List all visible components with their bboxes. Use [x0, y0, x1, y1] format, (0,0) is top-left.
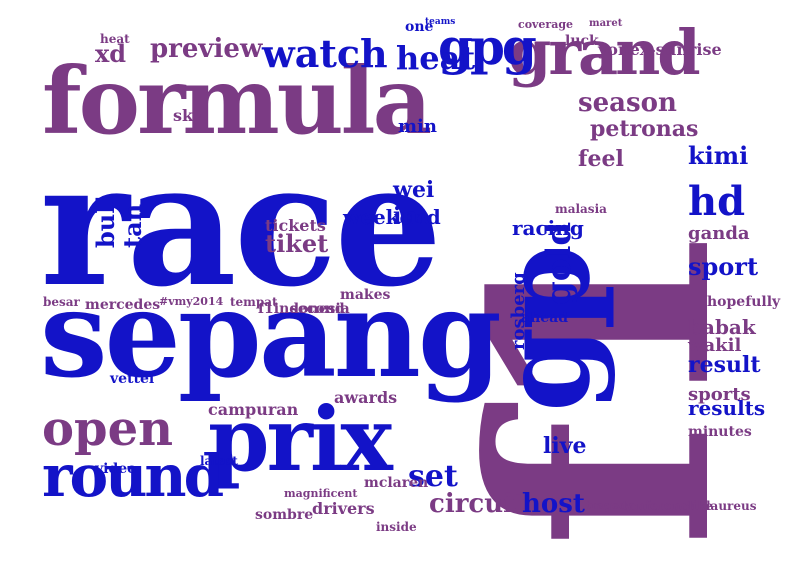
- word-feel: feel: [578, 146, 624, 172]
- word-laureus: laureus: [706, 499, 757, 513]
- word-sky: sky: [173, 106, 203, 125]
- word-round: round: [42, 442, 224, 510]
- word-makes: makes: [340, 287, 391, 303]
- word-tempat: tempat: [230, 295, 278, 309]
- word-coverage: coverage: [518, 18, 574, 31]
- word-sombre: sombre: [255, 507, 314, 523]
- word-inside: inside: [376, 520, 417, 534]
- word-circuit: circuit: [429, 489, 526, 519]
- word-besar: besar: [43, 295, 80, 309]
- word-luck: luck: [565, 33, 599, 49]
- word-set: set: [408, 459, 458, 494]
- word-watch: watch: [262, 31, 388, 76]
- word-vettel: vettel: [110, 371, 155, 387]
- word-season: season: [578, 88, 677, 118]
- word-wakil: wakil: [688, 335, 742, 356]
- word-like: like: [688, 499, 714, 513]
- word-bull: bull: [91, 195, 120, 248]
- word-ganda: ganda: [688, 223, 750, 244]
- word-petronas: petronas: [590, 116, 699, 142]
- word-preview: preview: [150, 34, 263, 64]
- word-min: min: [398, 116, 437, 137]
- word-babak: babak: [688, 315, 756, 339]
- word-sepang: sepang: [40, 264, 502, 405]
- word-hopefully: hopefully: [707, 294, 781, 310]
- word-tiket: tiket: [265, 229, 329, 258]
- word-f1indonesia: f1indonesia: [258, 301, 350, 317]
- word-mclaren: mclaren: [364, 475, 429, 491]
- word-grand: grand: [508, 16, 701, 89]
- word-vmy2014: #vmy2014: [159, 295, 224, 308]
- word-hd: hd: [688, 178, 746, 225]
- word-tan: tan: [118, 203, 147, 248]
- word-racing: racing: [512, 216, 584, 240]
- word-formula: formula: [42, 47, 432, 155]
- word-open: open: [42, 401, 174, 457]
- word-video: video: [95, 461, 137, 477]
- word-drivers: drivers: [312, 499, 375, 518]
- word-conference: conference: [621, 499, 696, 513]
- word-campuran: campuran: [208, 400, 299, 419]
- word-malasia: malasia: [555, 202, 607, 216]
- word-wei: wei: [393, 177, 435, 203]
- word-weekend: weekend: [343, 205, 441, 229]
- word-gpg: gpg: [438, 17, 537, 76]
- word-in: in: [393, 203, 418, 229]
- word-kimi: kimi: [688, 141, 749, 170]
- word-yonex-sunrise: yonex-sunrise: [598, 40, 722, 59]
- word-latest: latest: [200, 454, 238, 468]
- word-live: live: [543, 433, 587, 459]
- word-second: second: [290, 301, 345, 317]
- word-race: race: [40, 125, 442, 325]
- word-tickets: tickets: [265, 216, 326, 235]
- word-one: one: [405, 19, 434, 35]
- word-prix: prix: [208, 387, 393, 491]
- word-ahead: ahead: [521, 310, 569, 326]
- word-xd: xd: [95, 39, 127, 68]
- word-heat-small: heat: [100, 32, 130, 46]
- word-awards: awards: [334, 388, 398, 407]
- word-mercedes: mercedes: [85, 297, 161, 313]
- word-teams-top: teams: [425, 17, 456, 27]
- word-host: host: [522, 489, 585, 519]
- word-sports: sports: [688, 384, 751, 405]
- word-minutes: minutes: [688, 424, 752, 440]
- word-magnificent: magnificent: [284, 487, 358, 500]
- word-heat: heat: [396, 39, 476, 77]
- word-maret: maret: [589, 18, 623, 29]
- word-tragedy: tragedy: [586, 499, 633, 512]
- word-results: results: [688, 396, 766, 420]
- word-sport: sport: [688, 252, 759, 281]
- word-result: result: [688, 352, 761, 378]
